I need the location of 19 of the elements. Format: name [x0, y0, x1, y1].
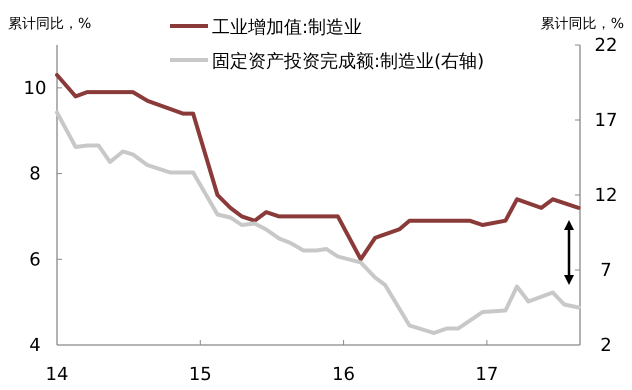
y2-axis-title: 累计同比，% — [540, 16, 624, 32]
x-tick-label: 16 — [332, 364, 356, 385]
x-tick-label: 15 — [188, 364, 212, 385]
y2-tick-label: 7 — [600, 260, 612, 281]
y2-tick-label: 12 — [594, 185, 618, 206]
y2-tick-label: 17 — [594, 110, 618, 131]
y-tick-label: 4 — [29, 335, 41, 356]
x-tick-label: 17 — [475, 364, 498, 385]
legend-label: 固定资产投资完成额:制造业(右轴) — [212, 51, 484, 72]
x-tick-label: 14 — [46, 364, 68, 385]
y-axis-title: 累计同比，% — [8, 16, 92, 32]
y2-tick-label: 2 — [600, 335, 612, 356]
legend-label: 工业增加值:制造业 — [212, 17, 362, 38]
line-series — [55, 73, 581, 262]
y-tick-label: 8 — [29, 164, 41, 185]
line-series — [55, 110, 581, 335]
y-tick-label: 10 — [24, 78, 46, 99]
y-tick-label: 6 — [29, 249, 41, 270]
y2-tick-label: 22 — [594, 35, 618, 56]
